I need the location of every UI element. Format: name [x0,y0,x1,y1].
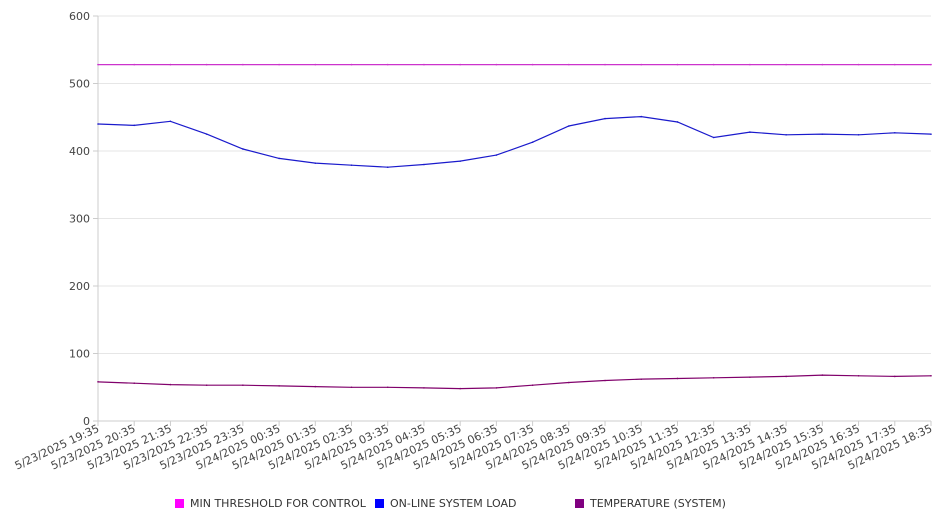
series-2-point-12 [531,384,534,387]
series-0-point-19 [785,63,787,66]
legend-swatch-system-load [375,499,384,508]
series-2-point-17 [712,377,715,379]
legend-item-min-threshold[interactable]: MIN THRESHOLD FOR CONTROL [175,497,366,510]
series-lines [97,63,932,390]
series-2-point-10 [459,387,461,390]
series-1-point-0 [97,123,99,125]
series-0-point-23 [930,63,932,66]
series-1-point-9 [423,163,425,166]
series-1-point-12 [531,141,534,144]
series-2-point-18 [749,376,751,378]
series-1-point-15 [640,115,643,118]
series-0-point-12 [531,63,534,66]
series-2-point-3 [205,384,208,387]
series-1-point-1 [133,124,136,127]
series-1-point-10 [459,160,461,162]
series-2-point-14 [604,379,606,382]
series-0-point-10 [459,63,461,66]
series-1-point-11 [495,154,498,156]
series-2-point-1 [133,382,136,385]
y-axis-ticks: 0 100 200 300 400 500 600 [69,10,98,428]
series-0-point-11 [495,63,498,66]
legend: MIN THRESHOLD FOR CONTROL ON-LINE SYSTEM… [0,497,946,515]
series-0-point-9 [423,63,425,66]
series-0-point-0 [97,63,99,66]
series-1-point-2 [169,120,172,123]
series-2-point-6 [314,385,317,388]
y-tick-label-100: 100 [69,348,90,361]
series-0-point-8 [386,63,389,66]
series-0-point-14 [604,63,606,66]
series-2-point-2 [169,383,172,386]
series-2-point-21 [857,374,860,377]
series-0-point-1 [133,63,136,66]
y-tick-label-400: 400 [69,145,90,158]
legend-swatch-temperature [575,499,584,508]
series-0-point-4 [242,63,244,66]
series-1-point-18 [749,131,751,133]
y-tick-label-200: 200 [69,280,90,293]
series-0-point-2 [169,63,172,66]
series-1-point-5 [278,157,280,160]
series-1-point-13 [568,125,570,127]
line-chart: 0 100 200 300 400 500 600 5/23/2025 19:355/23/… [13,10,935,472]
series-0-point-15 [640,63,643,66]
legend-label-system-load: ON-LINE SYSTEM LOAD [390,497,517,510]
series-2-point-15 [640,378,643,380]
series-2-point-0 [97,381,99,383]
series-1-point-8 [386,166,389,168]
series-1-point-22 [893,131,896,134]
series-0-point-22 [893,63,896,66]
series-0-point-5 [278,63,280,66]
series-2-point-11 [495,387,498,389]
series-line-1 [97,115,932,168]
series-2-point-7 [350,386,353,389]
legend-label-min-threshold: MIN THRESHOLD FOR CONTROL [190,497,366,510]
series-0-point-18 [749,63,751,66]
series-2-point-9 [423,387,425,389]
series-2-point-22 [893,375,896,378]
legend-item-system-load[interactable]: ON-LINE SYSTEM LOAD [375,497,516,510]
series-1-point-4 [242,148,244,150]
legend-item-temperature[interactable]: TEMPERATURE (SYSTEM) [575,497,726,510]
series-1-point-16 [676,121,679,123]
series-0-point-3 [205,63,208,66]
series-1-point-17 [712,136,715,139]
series-2-point-8 [386,386,389,389]
series-1-point-6 [314,162,317,164]
series-2-point-4 [242,384,244,387]
legend-swatch-min-threshold [175,499,184,508]
series-0-point-13 [568,63,570,66]
series-1-point-21 [857,134,860,136]
axes [97,16,931,422]
y-tick-label-600: 600 [69,10,90,23]
series-1-point-23 [930,133,932,135]
series-2-point-20 [821,374,824,376]
gridlines [98,15,931,354]
series-2-point-16 [676,377,679,380]
series-1-point-7 [350,164,353,166]
y-tick-label-500: 500 [69,78,90,91]
series-line-2 [97,374,932,390]
series-2-point-19 [785,375,787,378]
series-1-point-3 [205,133,208,135]
series-2-point-13 [568,381,570,384]
series-1-point-20 [821,133,824,135]
series-0-point-7 [350,63,353,66]
series-2-point-5 [278,385,280,387]
series-0-point-6 [314,63,317,66]
series-2-point-23 [930,374,932,377]
series-0-point-17 [712,63,715,66]
legend-label-temperature: TEMPERATURE (SYSTEM) [590,497,726,510]
series-0-point-21 [857,63,860,66]
series-1-point-19 [785,134,787,136]
series-0-point-16 [676,63,679,66]
y-tick-label-0: 0 [83,415,90,428]
series-0-point-20 [821,63,824,66]
series-1-point-14 [604,117,606,120]
y-tick-label-300: 300 [69,213,90,226]
x-axis-ticks: 5/23/2025 19:355/23/2025 20:355/23/2025 … [13,421,934,472]
